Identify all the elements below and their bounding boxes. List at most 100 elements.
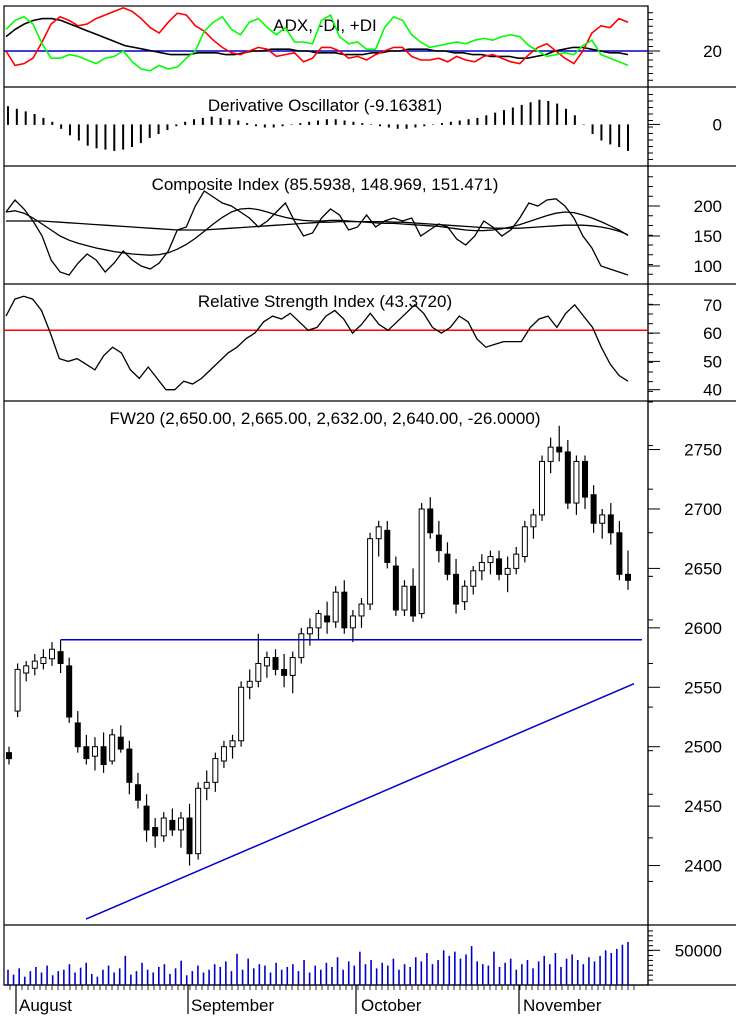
candle-up	[487, 556, 494, 563]
candle-down	[6, 752, 12, 760]
candle-down	[564, 451, 571, 504]
candle-up	[504, 567, 511, 575]
candle-up	[418, 508, 425, 615]
candle-down	[410, 585, 417, 617]
minus-di-line	[5, 6, 629, 67]
price-tick-label-2650: 2650	[684, 559, 722, 578]
candle-up	[220, 746, 227, 762]
candle-up	[298, 633, 305, 659]
candle-up	[177, 817, 184, 831]
candle-up	[332, 591, 339, 623]
candle-up	[573, 460, 580, 504]
x-label-november: November	[523, 996, 602, 1015]
candle-up	[263, 657, 270, 667]
composite-index-line	[5, 190, 629, 276]
trend-line	[85, 683, 635, 920]
rsi-tick-label-50: 50	[703, 352, 722, 371]
rsi-tick-label-40: 40	[703, 381, 722, 400]
candle-down	[57, 651, 64, 665]
rsi-title: Relative Strength Index (43.3720)	[198, 292, 452, 311]
candle-down	[392, 565, 399, 611]
candle-up	[358, 603, 365, 617]
x-label-august: August	[19, 996, 72, 1015]
candle-up	[349, 615, 356, 629]
candle-up	[91, 746, 98, 757]
candle-down	[126, 748, 133, 783]
composite-index-panel: Composite Index (85.5938, 148.969, 151.4…	[5, 175, 722, 276]
candle-up	[470, 570, 477, 587]
x-label-october: October	[361, 996, 422, 1015]
x-axis: August September October November	[9, 985, 635, 1015]
candle-down	[186, 817, 193, 855]
candle-up	[289, 657, 296, 676]
composite-average-1-line	[5, 207, 629, 256]
candle-down	[582, 460, 589, 498]
rsi-tick-label-70: 70	[703, 296, 722, 315]
candle-down	[590, 494, 597, 524]
candle-down	[143, 805, 150, 831]
candle-up	[23, 665, 30, 674]
candle-down	[616, 532, 623, 575]
plus-di-line	[5, 13, 629, 72]
price-tick-label-2550: 2550	[684, 678, 722, 697]
candle-up	[306, 627, 313, 635]
candle-down	[152, 827, 159, 837]
x-label-september: September	[191, 996, 274, 1015]
candle-down	[324, 615, 331, 623]
composite-tick-label-200: 200	[694, 197, 722, 216]
candle-down	[272, 657, 279, 670]
composite-average-2-line	[6, 220, 629, 236]
price-tick-label-2700: 2700	[684, 500, 722, 519]
candle-up	[14, 668, 21, 712]
candle-down	[117, 736, 124, 750]
candle-up	[315, 613, 322, 629]
candle-down	[134, 784, 141, 801]
candle-up	[246, 680, 253, 688]
price-panel: FW20 (2,650.00, 2,665.00, 2,632.00, 2,64…	[6, 401, 722, 920]
candle-up	[521, 526, 528, 558]
price-tick-label-2750: 2750	[684, 441, 722, 460]
candle-down	[74, 722, 81, 748]
rsi-panel: Relative Strength Index (43.3720) 40 50 60…	[4, 292, 722, 400]
candle-down	[435, 534, 442, 552]
candle-up	[513, 553, 520, 569]
composite-tick-label-100: 100	[694, 257, 722, 276]
price-tick-label-2600: 2600	[684, 619, 722, 638]
candle-down	[496, 558, 503, 575]
candle-up	[203, 781, 210, 789]
candle-down	[384, 529, 391, 563]
adx-panel: ADX, -DI, +DI 20	[4, 6, 722, 81]
candle-up	[478, 561, 485, 572]
candle-up	[375, 526, 382, 540]
deriv-tick-label-0: 0	[713, 115, 722, 134]
candle-down	[444, 553, 451, 575]
price-tick-label-2500: 2500	[684, 738, 722, 757]
composite-tick-label-150: 150	[694, 227, 722, 246]
candle-up	[539, 460, 546, 516]
candle-down	[625, 573, 631, 581]
candle-up	[461, 585, 468, 603]
candle-down	[556, 446, 563, 453]
candle-down	[66, 665, 73, 718]
rsi-line	[5, 295, 629, 391]
price-tick-label-2450: 2450	[684, 797, 722, 816]
candle-down	[607, 514, 614, 534]
candle-up	[212, 758, 219, 783]
candle-up	[31, 660, 38, 669]
candle-down	[100, 746, 107, 766]
price-tick-label-2400: 2400	[684, 857, 722, 876]
candle-up	[229, 740, 236, 748]
candle-up	[547, 446, 554, 462]
candle-up	[195, 787, 202, 855]
composite-index-title: Composite Index (85.5938, 148.969, 151.4…	[152, 175, 499, 194]
candle-up	[255, 663, 262, 682]
candle-down	[341, 591, 348, 629]
derivative-oscillator-panel: Derivative Oscillator (-9.16381) 0	[7, 94, 722, 160]
candle-down	[281, 668, 288, 676]
candle-up	[40, 657, 47, 665]
volume-panel: 50000	[7, 930, 722, 985]
candle-up	[160, 817, 167, 837]
adx-tick-label-20: 20	[703, 42, 722, 61]
candle-up	[109, 734, 116, 762]
